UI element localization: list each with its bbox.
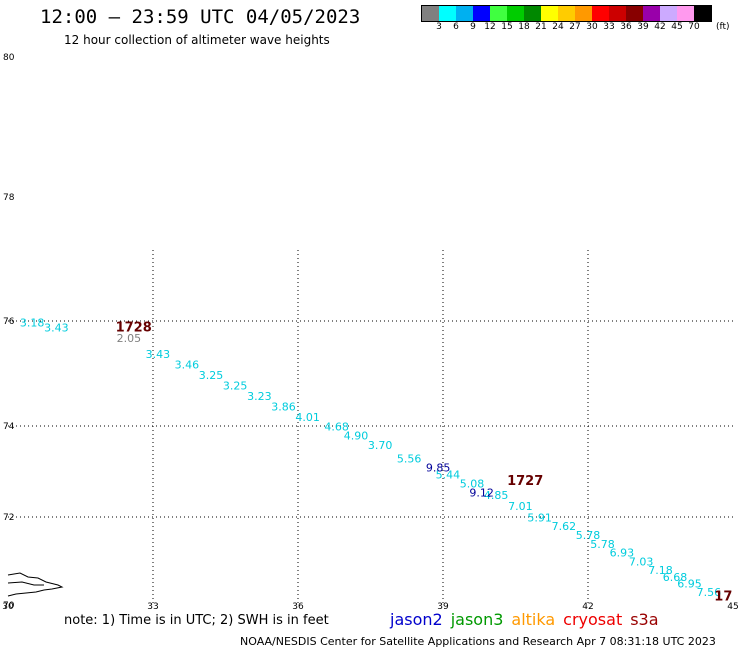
color-swatch: [524, 6, 541, 21]
color-swatch: [507, 6, 524, 21]
x-tick-label: 39: [437, 602, 449, 612]
swh-value: 4.90: [344, 430, 369, 443]
swh-value: 3.43: [44, 322, 69, 335]
color-scale-tick: 36: [620, 22, 632, 32]
color-scale-tick: 30: [586, 22, 598, 32]
legend-jason3: jason3: [450, 610, 504, 629]
swh-value: 3.25: [223, 379, 248, 392]
x-tick-label: 45: [727, 602, 738, 612]
swh-value: 6.93: [610, 547, 635, 560]
color-swatch: [558, 6, 575, 21]
color-swatch: [490, 6, 507, 21]
y-tick-label: 70: [3, 601, 15, 611]
color-swatch: [694, 6, 711, 21]
pass-time-label: 1728: [116, 321, 152, 336]
y-tick-label: 74: [3, 422, 15, 432]
color-scale-tick: 18: [518, 22, 530, 32]
color-scale-tick: 45: [671, 22, 683, 32]
swh-value: 3.70: [368, 439, 393, 452]
color-scale-tick: 39: [637, 22, 649, 32]
color-swatch: [609, 6, 626, 21]
pass-time-label: 17: [714, 590, 732, 605]
swh-value: 9.85: [426, 462, 451, 475]
color-swatch: [422, 6, 439, 21]
color-swatch: [677, 6, 694, 21]
swh-value: 5.91: [527, 511, 552, 524]
color-scale-tick: 21: [535, 22, 547, 32]
swh-value: 3.43: [146, 348, 171, 361]
y-tick-label: 80: [3, 53, 15, 63]
map-title: 12:00 – 23:59 UTC 04/05/2023: [40, 6, 361, 28]
legend-s3a: s3a: [630, 610, 659, 629]
color-scale-tick: 24: [552, 22, 564, 32]
swh-value: 6.68: [663, 571, 688, 584]
color-scale-tick: 3: [436, 22, 442, 32]
color-scale-tick: 33: [603, 22, 615, 32]
color-swatch: [473, 6, 490, 21]
credit-line: NOAA/NESDIS Center for Satellite Applica…: [240, 635, 716, 648]
swh-value: 2.05: [117, 332, 142, 345]
satellite-legend: jason2 jason3 altika cryosat s3a: [390, 610, 667, 629]
color-swatch: [592, 6, 609, 21]
x-tick-label: 36: [292, 602, 304, 612]
color-scale-tick: 12: [484, 22, 496, 32]
pass-time-label: 1727: [507, 474, 543, 489]
swh-value: 3.25: [199, 369, 224, 382]
legend-altika: altika: [511, 610, 556, 629]
color-swatch: [456, 6, 473, 21]
legend-cryosat: cryosat: [563, 610, 623, 629]
color-scale-tick: 70: [688, 22, 700, 32]
y-tick-label: 78: [3, 193, 15, 203]
swh-value: 4.68: [324, 421, 349, 434]
axis-tick-labels: 30 33 36 39 42 45 70 72 74 76 78 80: [2, 53, 738, 612]
note-text: note: 1) Time is in UTC; 2) SWH is in fe…: [64, 613, 329, 628]
swh-value: 7.62: [552, 520, 577, 533]
color-scale-tick: 15: [501, 22, 513, 32]
coastline: [7, 572, 64, 597]
swh-value: 7.18: [648, 564, 673, 577]
color-swatch: [660, 6, 677, 21]
swh-value: 7.56: [697, 586, 722, 599]
y-tick-label: 76: [3, 317, 15, 327]
legend-jason2: jason2: [390, 610, 443, 629]
color-scale-tick: 9: [470, 22, 476, 32]
map-subtitle: 12 hour collection of altimeter wave hei…: [64, 33, 330, 47]
swh-value: 5.78: [576, 529, 601, 542]
swh-value: 5.78: [590, 538, 615, 551]
color-swatch: [575, 6, 592, 21]
color-swatch: [439, 6, 456, 21]
color-swatch: [626, 6, 643, 21]
color-swatch: [643, 6, 660, 21]
swh-value: 9.12: [469, 487, 494, 500]
swh-value: 3.23: [247, 390, 272, 403]
swh-value: 4.85: [484, 489, 509, 502]
swh-value: 3.18: [20, 316, 45, 329]
y-tick-label: 72: [3, 513, 14, 523]
swh-value: 5.08: [460, 477, 485, 490]
swh-value: 6.95: [677, 577, 702, 590]
color-scale-tick: 6: [453, 22, 459, 32]
coastline-path: [7, 572, 64, 597]
color-scale-tick: 27: [569, 22, 581, 32]
color-swatch: [541, 6, 558, 21]
color-scale-unit: (ft): [716, 22, 730, 32]
x-tick-label: 42: [582, 602, 593, 612]
swh-value: 3.86: [271, 400, 296, 413]
swh-values: 3.18 3.433.433.463.253.253.233.864.014.68…: [20, 316, 721, 599]
swh-value: 4.01: [295, 411, 320, 424]
swh-value: 5.56: [397, 452, 422, 465]
swh-value: 3.46: [175, 358, 200, 371]
color-scale-bar: [421, 5, 712, 22]
x-tick-label: 33: [147, 602, 158, 612]
pass-time-labels: 1728 1727 17: [116, 321, 733, 605]
swh-value: 5.44: [436, 468, 461, 481]
x-tick-label: 30: [2, 602, 14, 612]
swh-value: 7.01: [508, 500, 533, 513]
swh-value: 7.03: [629, 555, 654, 568]
color-scale-tick: 42: [654, 22, 666, 32]
lat-lon-grid: [8, 250, 733, 605]
